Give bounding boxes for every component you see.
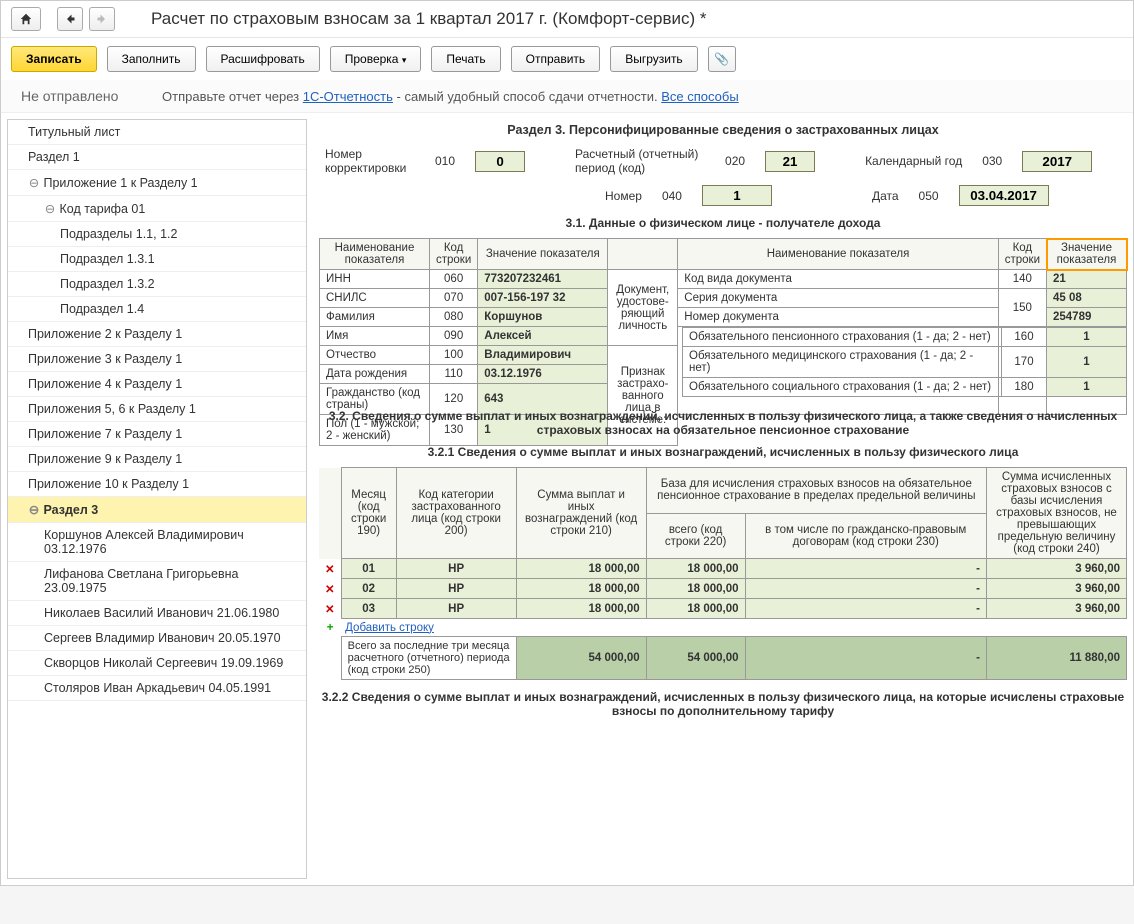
paperclip-icon: 📎 xyxy=(714,52,729,66)
send-button[interactable]: Отправить xyxy=(511,46,601,72)
table-row: ✕ 01НР 18 000,0018 000,00 -3 960,00 xyxy=(319,559,1127,579)
decrypt-button[interactable]: Расшифровать xyxy=(206,46,320,72)
tree-person-3[interactable]: Николаев Василий Иванович 21.06.1980 xyxy=(8,601,306,626)
chevron-down-icon: ▾ xyxy=(402,55,407,65)
period-label: Расчетный (отчетный) период (код) xyxy=(575,147,705,175)
export-button[interactable]: Выгрузить xyxy=(610,46,698,72)
arrow-right-icon xyxy=(96,13,108,25)
collapse-icon: ⊖ xyxy=(28,502,40,517)
date-label: Дата xyxy=(872,189,899,203)
year-label: Календарный год xyxy=(865,154,962,168)
table-row: Обязательного медицинского страхования (… xyxy=(683,347,1127,378)
tree-person-2[interactable]: Лифанова Светлана Григорьевна 23.09.1975 xyxy=(8,562,306,601)
tree-app7[interactable]: Приложение 7 к Разделу 1 xyxy=(8,422,306,447)
tree-app4[interactable]: Приложение 4 к Разделу 1 xyxy=(8,372,306,397)
sub322-header: 3.2.2 Сведения о сумме выплат и иных воз… xyxy=(319,690,1127,718)
tree-subs131[interactable]: Подраздел 1.3.1 xyxy=(8,247,306,272)
table-row: СНИЛС070007-156-197 32 Серия документа15… xyxy=(320,289,1127,308)
date-input[interactable] xyxy=(959,185,1049,206)
home-button[interactable] xyxy=(11,7,41,31)
sub32-header: 3.2. Сведения о сумме выплат и иных возн… xyxy=(319,409,1127,437)
add-row-button[interactable]: + xyxy=(319,619,341,637)
tree-app9[interactable]: Приложение 9 к Разделу 1 xyxy=(8,447,306,472)
date-code: 050 xyxy=(919,189,939,203)
tree-tariff01[interactable]: ⊖ Код тарифа 01 xyxy=(8,196,306,222)
fill-button[interactable]: Заполнить xyxy=(107,46,196,72)
tree-subs14[interactable]: Подраздел 1.4 xyxy=(8,297,306,322)
tree-app56[interactable]: Приложения 5, 6 к Разделу 1 xyxy=(8,397,306,422)
link-1c-report[interactable]: 1С-Отчетность xyxy=(303,89,393,104)
year-input[interactable] xyxy=(1022,151,1092,172)
table-row: ИНН060773207232461 Документ, удостове-ря… xyxy=(320,270,1127,289)
section3-header: Раздел 3. Персонифицированные сведения о… xyxy=(319,123,1127,137)
tree-section3[interactable]: ⊖ Раздел 3 xyxy=(8,497,306,523)
corr-input[interactable] xyxy=(475,151,525,172)
table-row: ✕ 02НР 18 000,0018 000,00 -3 960,00 xyxy=(319,579,1127,599)
collapse-icon: ⊖ xyxy=(28,175,40,190)
tree-person-4[interactable]: Сергеев Владимир Иванович 20.05.1970 xyxy=(8,626,306,651)
sub321-header: 3.2.1 Сведения о сумме выплат и иных воз… xyxy=(319,445,1127,459)
print-button[interactable]: Печать xyxy=(431,46,500,72)
attach-button[interactable]: 📎 xyxy=(708,46,736,72)
tree-app10[interactable]: Приложение 10 к Разделу 1 xyxy=(8,472,306,497)
year-code: 030 xyxy=(982,154,1002,168)
add-row-link[interactable]: Добавить строку xyxy=(345,622,434,634)
table-321: Месяц (код строки 190) Код категории зас… xyxy=(319,467,1127,680)
main-panel: Раздел 3. Персонифицированные сведения о… xyxy=(313,113,1133,873)
delete-row-button[interactable]: ✕ xyxy=(319,599,341,619)
forward-button[interactable] xyxy=(89,7,115,31)
num-code: 040 xyxy=(662,189,682,203)
tree-app3[interactable]: Приложение 3 к Разделу 1 xyxy=(8,347,306,372)
table-row-total: Всего за последние три месяца расчетного… xyxy=(319,637,1127,680)
corr-code: 010 xyxy=(435,154,455,168)
delete-row-button[interactable]: ✕ xyxy=(319,559,341,579)
home-icon xyxy=(19,12,33,26)
check-button[interactable]: Проверка ▾ xyxy=(330,46,422,72)
write-button[interactable]: Записать xyxy=(11,46,97,72)
tree-title-page[interactable]: Титульный лист xyxy=(8,120,306,145)
num-input[interactable] xyxy=(702,185,772,206)
back-button[interactable] xyxy=(57,7,83,31)
tree-app2[interactable]: Приложение 2 к Разделу 1 xyxy=(8,322,306,347)
table-row: Обязательного пенсионного страхования (1… xyxy=(683,328,1127,347)
tree-section1[interactable]: Раздел 1 xyxy=(8,145,306,170)
table-31-right: Обязательного пенсионного страхования (1… xyxy=(682,327,1127,397)
infobar: Не отправлено Отправьте отчет через 1С-О… xyxy=(1,80,1133,113)
send-status: Не отправлено xyxy=(21,88,118,104)
sections-tree[interactable]: Титульный лист Раздел 1 ⊖ Приложение 1 к… xyxy=(7,119,307,879)
corr-label: Номер корректировки xyxy=(325,147,415,175)
tree-person-5[interactable]: Скворцов Николай Сергеевич 19.09.1969 xyxy=(8,651,306,676)
period-code: 020 xyxy=(725,154,745,168)
sub31-header: 3.1. Данные о физическом лице - получате… xyxy=(319,216,1127,230)
tree-person-6[interactable]: Столяров Иван Аркадьевич 04.05.1991 xyxy=(8,676,306,701)
tree-subs1112[interactable]: Подразделы 1.1, 1.2 xyxy=(8,222,306,247)
table-row: Обязательного социального страхования (1… xyxy=(683,378,1127,397)
period-input[interactable] xyxy=(765,151,815,172)
tree-app1[interactable]: ⊖ Приложение 1 к Разделу 1 xyxy=(8,170,306,196)
tree-person-1[interactable]: Коршунов Алексей Владимирович 03.12.1976 xyxy=(8,523,306,562)
arrow-left-icon xyxy=(64,13,76,25)
num-label: Номер xyxy=(605,189,642,203)
table-row: ✕ 03НР 18 000,0018 000,00 -3 960,00 xyxy=(319,599,1127,619)
collapse-icon: ⊖ xyxy=(44,201,56,216)
tree-subs132[interactable]: Подраздел 1.3.2 xyxy=(8,272,306,297)
page-title: Расчет по страховым взносам за 1 квартал… xyxy=(151,9,707,29)
link-all-ways[interactable]: Все способы xyxy=(661,89,738,104)
delete-row-button[interactable]: ✕ xyxy=(319,579,341,599)
